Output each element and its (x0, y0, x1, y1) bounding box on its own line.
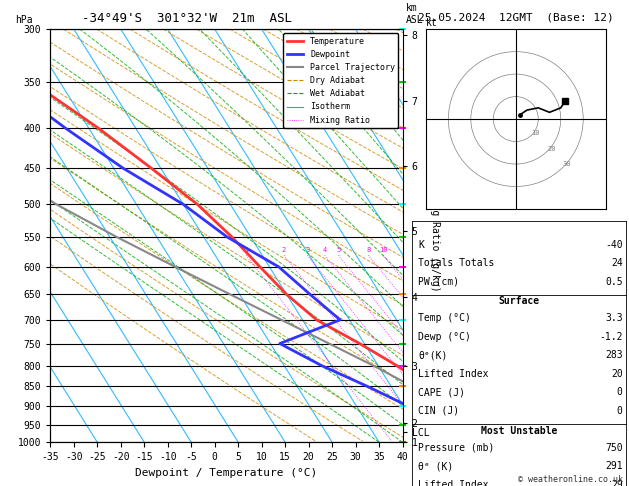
Text: -40: -40 (605, 240, 623, 250)
Text: Temp (°C): Temp (°C) (418, 313, 471, 324)
Text: PW (cm): PW (cm) (418, 277, 459, 287)
Text: θᵉ (K): θᵉ (K) (418, 461, 454, 471)
Text: 0.5: 0.5 (605, 277, 623, 287)
Text: Dewp (°C): Dewp (°C) (418, 332, 471, 342)
Text: θᵉ(K): θᵉ(K) (418, 350, 448, 361)
Legend: Temperature, Dewpoint, Parcel Trajectory, Dry Adiabat, Wet Adiabat, Isotherm, Mi: Temperature, Dewpoint, Parcel Trajectory… (284, 34, 398, 128)
Text: Surface: Surface (498, 296, 540, 307)
Text: Totals Totals: Totals Totals (418, 258, 494, 268)
Text: 283: 283 (605, 350, 623, 361)
Text: km
ASL: km ASL (406, 3, 424, 25)
Text: 3: 3 (305, 247, 309, 253)
Text: Pressure (mb): Pressure (mb) (418, 443, 494, 453)
Text: © weatheronline.co.uk: © weatheronline.co.uk (518, 474, 623, 484)
Text: -1.2: -1.2 (599, 332, 623, 342)
Text: 10: 10 (532, 130, 540, 136)
Text: kt: kt (426, 18, 438, 28)
Text: 291: 291 (605, 461, 623, 471)
Text: 2: 2 (282, 247, 286, 253)
Text: Lifted Index: Lifted Index (418, 369, 489, 379)
Text: 0: 0 (617, 406, 623, 416)
Y-axis label: Mixing Ratio (g/kg): Mixing Ratio (g/kg) (430, 180, 440, 292)
Text: 3.3: 3.3 (605, 313, 623, 324)
Text: 30: 30 (563, 161, 572, 167)
Text: 1: 1 (244, 247, 248, 253)
Text: 24: 24 (611, 258, 623, 268)
Text: hPa: hPa (15, 15, 33, 25)
Text: Most Unstable: Most Unstable (481, 426, 557, 436)
Text: CAPE (J): CAPE (J) (418, 387, 465, 398)
Text: 0: 0 (617, 387, 623, 398)
Text: 20: 20 (547, 145, 556, 152)
X-axis label: Dewpoint / Temperature (°C): Dewpoint / Temperature (°C) (135, 468, 318, 478)
Text: CIN (J): CIN (J) (418, 406, 459, 416)
Text: -34°49'S  301°32'W  21m  ASL: -34°49'S 301°32'W 21m ASL (82, 12, 292, 25)
Text: 10: 10 (379, 247, 387, 253)
Text: 4: 4 (323, 247, 327, 253)
Text: 20: 20 (611, 369, 623, 379)
Text: 8: 8 (366, 247, 370, 253)
Text: Lifted Index: Lifted Index (418, 480, 489, 486)
Text: 5: 5 (337, 247, 340, 253)
Text: 29: 29 (611, 480, 623, 486)
Text: K: K (418, 240, 424, 250)
Text: 25.05.2024  12GMT  (Base: 12): 25.05.2024 12GMT (Base: 12) (418, 12, 614, 22)
Text: 750: 750 (605, 443, 623, 453)
